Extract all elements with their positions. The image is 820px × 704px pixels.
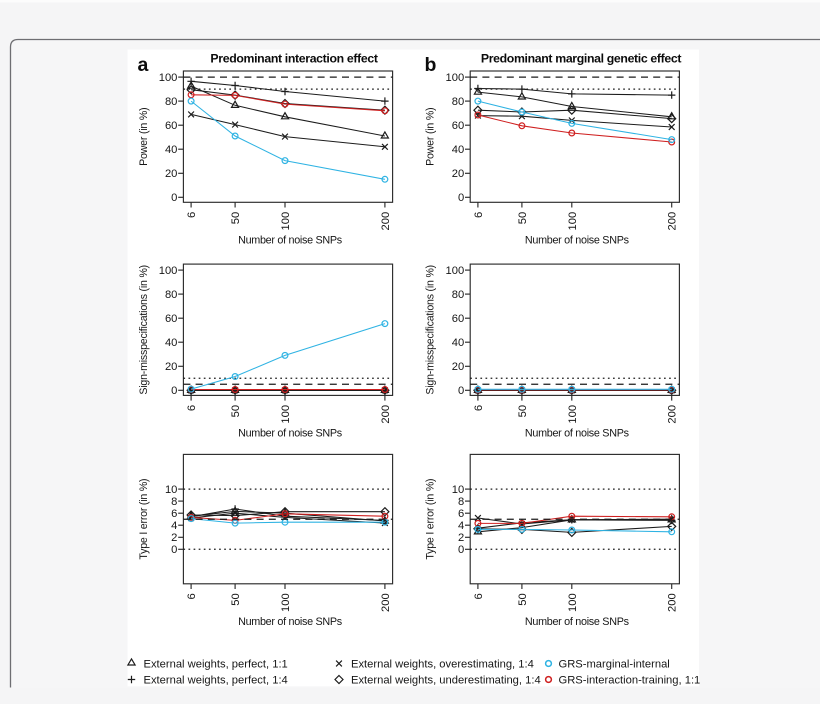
svg-text:Number of noise SNPs: Number of noise SNPs — [238, 616, 343, 628]
svg-text:50: 50 — [230, 212, 242, 224]
svg-text:Number of noise SNPs: Number of noise SNPs — [525, 427, 630, 439]
svg-text:10: 10 — [165, 484, 177, 496]
svg-text:40: 40 — [452, 144, 464, 156]
svg-text:60: 60 — [165, 120, 177, 132]
svg-text:50: 50 — [230, 405, 242, 417]
svg-text:External weights, underestimat: External weights, underestimating, 1:4 — [351, 674, 541, 686]
svg-text:60: 60 — [452, 313, 464, 325]
svg-text:20: 20 — [452, 168, 464, 180]
svg-text:6: 6 — [186, 593, 198, 599]
svg-text:External weights, overestimati: External weights, overestimating, 1:4 — [351, 658, 534, 670]
svg-text:6: 6 — [473, 212, 485, 218]
svg-text:100: 100 — [280, 212, 292, 231]
svg-text:80: 80 — [165, 289, 177, 301]
svg-text:0: 0 — [171, 544, 177, 556]
svg-text:50: 50 — [517, 593, 529, 605]
svg-text:0: 0 — [458, 385, 464, 397]
svg-text:60: 60 — [452, 120, 464, 132]
svg-text:6: 6 — [186, 212, 198, 218]
svg-text:80: 80 — [452, 96, 464, 108]
svg-text:0: 0 — [171, 192, 177, 204]
svg-text:50: 50 — [230, 593, 242, 605]
svg-text:b: b — [425, 54, 437, 76]
svg-text:100: 100 — [280, 405, 292, 424]
svg-text:100: 100 — [567, 405, 579, 424]
svg-text:50: 50 — [517, 405, 529, 417]
svg-text:200: 200 — [667, 212, 679, 231]
svg-text:Power (in %): Power (in %) — [138, 108, 150, 166]
svg-text:100: 100 — [446, 72, 465, 84]
svg-text:0: 0 — [458, 192, 464, 204]
svg-text:Predominant interaction effect: Predominant interaction effect — [210, 52, 377, 66]
svg-text:8: 8 — [171, 496, 177, 508]
svg-text:Sign-misspecifications (in %): Sign-misspecifications (in %) — [138, 265, 150, 395]
svg-text:External weights, perfect, 1:1: External weights, perfect, 1:1 — [144, 658, 288, 670]
svg-text:100: 100 — [280, 593, 292, 612]
svg-text:80: 80 — [452, 289, 464, 301]
svg-text:6: 6 — [171, 508, 177, 520]
svg-text:0: 0 — [458, 544, 464, 556]
svg-text:10: 10 — [452, 484, 464, 496]
svg-text:0: 0 — [171, 385, 177, 397]
svg-text:200: 200 — [380, 593, 392, 612]
svg-text:Predominant marginal genetic e: Predominant marginal genetic effect — [481, 52, 682, 66]
svg-text:20: 20 — [165, 168, 177, 180]
svg-text:200: 200 — [667, 593, 679, 612]
svg-text:200: 200 — [667, 405, 679, 424]
svg-text:100: 100 — [159, 72, 178, 84]
svg-text:2: 2 — [458, 532, 464, 544]
svg-text:100: 100 — [567, 212, 579, 231]
svg-text:Power (in %): Power (in %) — [425, 108, 437, 166]
svg-text:4: 4 — [171, 520, 177, 532]
svg-text:Sign-misspecifications (in %): Sign-misspecifications (in %) — [425, 265, 437, 395]
svg-text:Number of noise SNPs: Number of noise SNPs — [238, 427, 343, 439]
svg-text:Type I error (in %): Type I error (in %) — [425, 479, 437, 560]
svg-text:8: 8 — [458, 496, 464, 508]
svg-text:Number of noise SNPs: Number of noise SNPs — [525, 234, 630, 246]
svg-text:GRS-interaction-training, 1:1: GRS-interaction-training, 1:1 — [559, 674, 701, 686]
svg-text:GRS-marginal-internal: GRS-marginal-internal — [559, 658, 670, 670]
svg-text:6: 6 — [458, 508, 464, 520]
svg-text:80: 80 — [165, 96, 177, 108]
svg-text:100: 100 — [567, 593, 579, 612]
svg-text:40: 40 — [165, 144, 177, 156]
svg-text:2: 2 — [171, 532, 177, 544]
svg-text:20: 20 — [165, 361, 177, 373]
svg-text:40: 40 — [165, 337, 177, 349]
svg-text:Type I error (in %): Type I error (in %) — [138, 479, 150, 560]
svg-text:40: 40 — [452, 337, 464, 349]
svg-text:External weights, perfect, 1:4: External weights, perfect, 1:4 — [144, 674, 288, 686]
svg-text:60: 60 — [165, 313, 177, 325]
svg-text:Number of noise SNPs: Number of noise SNPs — [525, 616, 630, 628]
svg-text:100: 100 — [159, 265, 178, 277]
svg-text:100: 100 — [446, 265, 465, 277]
svg-text:6: 6 — [473, 593, 485, 599]
svg-text:Number of noise SNPs: Number of noise SNPs — [238, 234, 343, 246]
svg-text:a: a — [138, 54, 149, 76]
svg-text:4: 4 — [458, 520, 464, 532]
svg-text:50: 50 — [517, 212, 529, 224]
svg-text:6: 6 — [186, 405, 198, 411]
svg-text:200: 200 — [380, 212, 392, 231]
svg-text:200: 200 — [380, 405, 392, 424]
svg-text:6: 6 — [473, 405, 485, 411]
svg-text:20: 20 — [452, 361, 464, 373]
